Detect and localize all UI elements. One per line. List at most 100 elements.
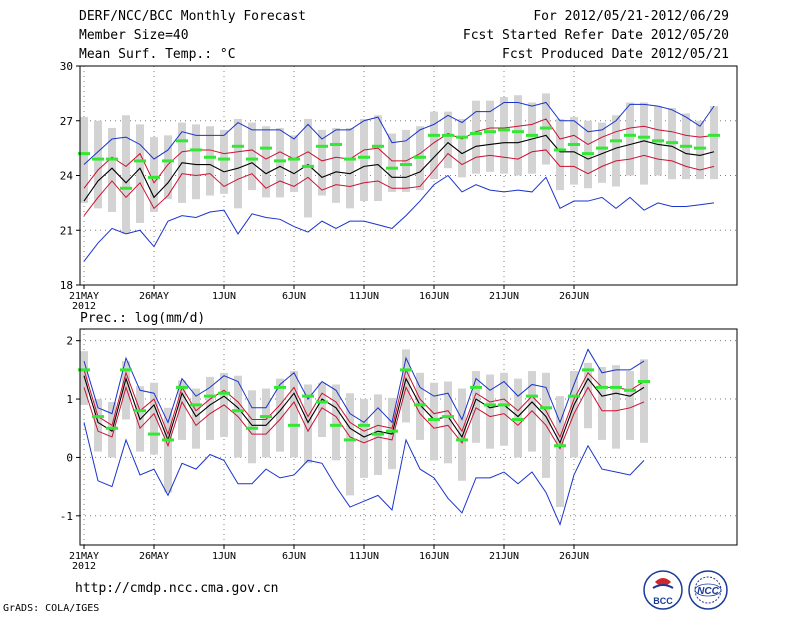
median-marker [120,186,132,190]
median-marker [92,415,104,419]
ensemble-range-bar [346,128,354,209]
median-marker [232,409,244,413]
plot-frame [79,328,738,546]
median-marker [554,444,566,448]
ensemble-range-bar [388,133,396,192]
ensemble-range-bar [514,95,522,176]
median-marker [162,159,174,163]
median-marker [498,128,510,132]
x-tick-label: 6JUN [282,551,306,562]
median-marker [638,135,650,139]
median-marker [512,417,524,421]
median-marker [176,139,188,143]
ensemble-range-bar [374,115,382,202]
ensemble-range-bar [318,129,326,196]
median-marker [456,135,468,139]
series-line-lower-spread [83,149,715,216]
series-line-upper-spread [83,118,715,189]
median-marker [134,159,146,163]
ensemble-range-bar [598,366,606,440]
ensemble-range-bar [304,384,312,464]
median-marker [246,426,258,430]
ensemble-range-bar [94,120,102,209]
ensemble-range-bar [430,111,438,180]
median-marker [134,409,146,413]
ensemble-range-bar [486,100,494,172]
ensemble-range-bar [626,102,634,176]
y-tick-label: 2 [66,335,73,348]
median-marker [498,403,510,407]
median-marker [386,166,398,170]
ensemble-range-bar [696,120,704,180]
median-marker [596,146,608,150]
x-tick-label: 21MAY [69,291,99,302]
ensemble-range-bar [192,388,200,449]
median-marker [274,385,286,389]
x-year-label: 2012 [72,301,96,312]
series-line-lower-spread [83,385,645,450]
ensemble-range-bar [150,382,158,455]
ensemble-range-bar [598,122,606,183]
median-marker [176,385,188,389]
ensemble-range-bar [178,380,186,440]
ensemble-range-bar [402,349,410,423]
ensemble-range-bar [360,118,368,202]
footer-url[interactable]: http://cmdp.ncc.cma.gov.cn [75,581,279,596]
series-line-upper-spread [83,368,645,439]
ensemble-range-bar [80,117,88,203]
median-marker [148,175,160,179]
median-marker [400,368,412,372]
median-marker [190,148,202,152]
header-title: DERF/NCC/BCC Monthly Forecast [79,9,306,24]
ensemble-range-bar [318,382,326,437]
header-variable: Mean Surf. Temp.: °C [79,47,236,62]
median-marker [288,157,300,161]
x-tick-label: 11JUN [349,291,379,302]
ensemble-range-bar [570,117,578,185]
ensemble-range-bar [150,137,158,212]
median-marker [344,438,356,442]
ensemble-range-bar [710,106,718,180]
median-marker [372,432,384,436]
median-marker [610,385,622,389]
series-line-mean [83,134,715,202]
median-marker [232,144,244,148]
bcc-logo-icon: BCC [643,570,683,610]
median-marker [120,368,132,372]
median-marker [274,159,286,163]
median-marker [624,388,636,392]
median-marker [708,133,720,137]
median-marker [78,368,90,372]
median-marker [400,163,412,167]
ensemble-range-bar [458,388,466,481]
x-tick-label: 26MAY [139,291,169,302]
chart-panel-2: Prec.: log(mm/d) -1 0 1 2 21MAY 26MAY 1JUN 6JUN 1… [60,311,738,572]
median-marker [106,157,118,161]
ncc-logo-text: NCC [697,586,719,597]
median-marker [204,394,216,398]
x-tick-label: 6JUN [282,291,306,302]
x-tick-label: 11JUN [349,551,379,562]
chart-panel-1: 18 21 24 27 30 21MAY 26MAY 1JUN 6JUN 11JUN 16JUN 21… [60,60,738,312]
ensemble-range-bar [234,118,242,209]
ensemble-range-bar [206,376,214,440]
x-tick-label: 21MAY [69,551,99,562]
median-marker [554,148,566,152]
header-member-size: Member Size=40 [79,28,189,43]
x-tick-label: 16JUN [419,551,449,562]
median-marker [596,385,608,389]
ensemble-range-bar [584,362,592,429]
ensemble-range-bar [206,126,214,196]
median-marker [428,417,440,421]
median-marker [484,130,496,134]
ensemble-range-bar [472,371,480,443]
median-marker [148,432,160,436]
median-marker [190,403,202,407]
median-marker [442,133,454,137]
median-marker [666,141,678,145]
median-marker [568,142,580,146]
ensemble-range-bar [640,102,648,185]
ensemble-range-bar [290,135,298,192]
median-marker [624,133,636,137]
